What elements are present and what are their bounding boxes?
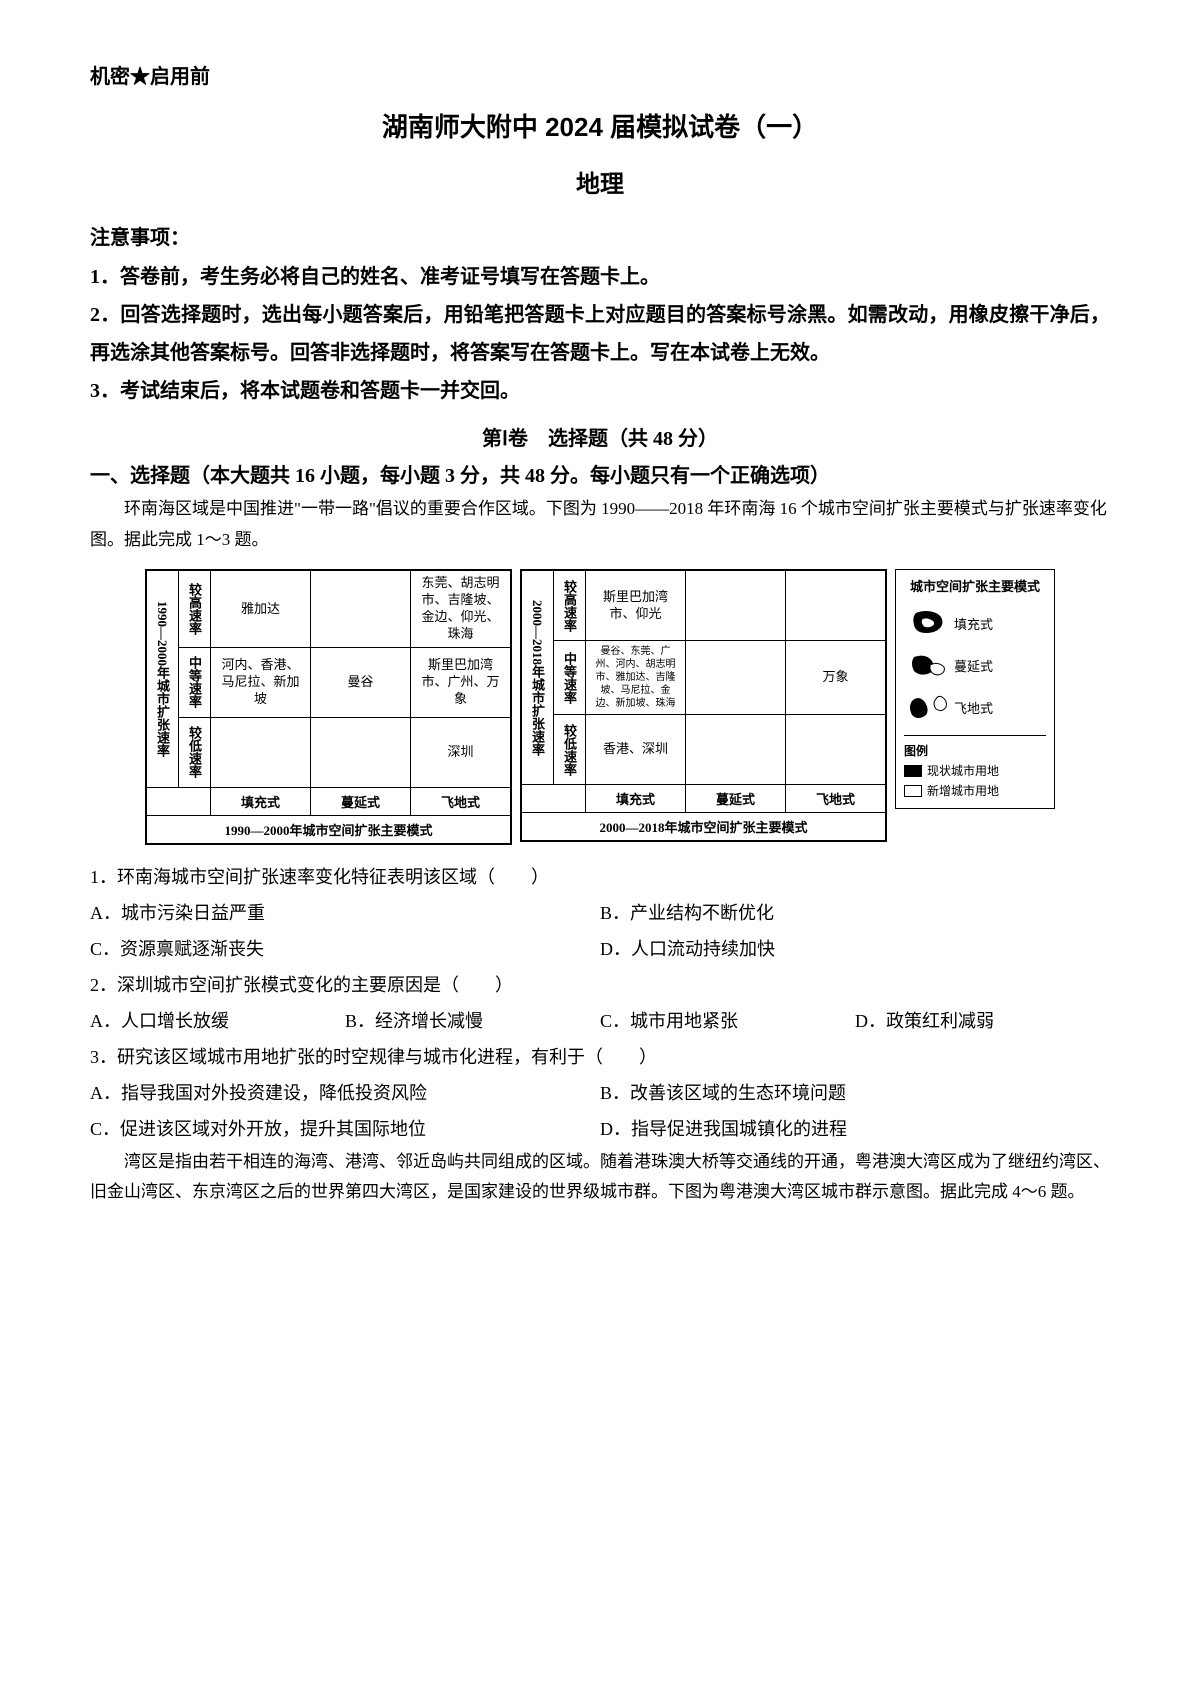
left-cell-1-1: 曼谷 [311,647,411,717]
right-cell-1-2: 万象 [786,641,886,715]
question-1-options-row-0: A．城市污染日益严重B．产业结构不断优化 [90,895,1110,931]
legend-existing-land: 现状城市用地 [904,762,1046,779]
legend-key-title: 图例 [904,742,1046,759]
question-2-option-0: A．人口增长放缓 [90,1003,345,1039]
instruction-3: 3．考试结束后，将本试题卷和答题卡一并交回。 [90,372,1110,410]
left-cell-2-1 [311,717,411,787]
left-rate-high: 较高速率 [179,571,211,648]
spread-mode-icon [908,651,948,679]
legend-fill-mode: 填充式 [908,609,1042,637]
left-cell-1-0: 河内、香港、马尼拉、新加坡 [211,647,311,717]
legend-enclave-label: 飞地式 [954,698,993,717]
section-1-title: 第Ⅰ卷 选择题（共 48 分） [90,422,1110,451]
left-cell-0-2: 东莞、胡志明市、吉隆坡、金边、仰光、珠海 [411,571,511,648]
passage-1: 环南海区域是中国推进"一带一路"倡议的重要合作区域。下图为 1990——2018… [90,494,1110,555]
legend-new-land: 新增城市用地 [904,782,1046,799]
left-col-1: 蔓延式 [311,787,411,815]
subject-title: 地理 [90,164,1110,199]
passage-2: 湾区是指由若干相连的海湾、港湾、邻近岛屿共同组成的区域。随着港珠澳大桥等交通线的… [90,1147,1110,1208]
question-3-option-1: B．改善该区域的生态环境问题 [600,1075,1110,1111]
figure-legend: 城市空间扩张主要模式 填充式 蔓延式 飞地式 图例 [895,569,1055,809]
right-cell-2-2 [786,715,886,785]
left-rate-mid: 中等速率 [179,647,211,717]
left-matrix: 1990—2000年城市扩张速率 较高速率 雅加达 东莞、胡志明市、吉隆坡、金边… [145,569,512,845]
question-1-option-0: A．城市污染日益严重 [90,895,600,931]
right-caption: 2000—2018年城市空间扩张主要模式 [522,813,886,841]
left-cell-0-0: 雅加达 [211,571,311,648]
question-2-option-3: D．政策红利减弱 [855,1003,1110,1039]
left-rate-low: 较低速率 [179,717,211,787]
legend-title: 城市空间扩张主要模式 [904,576,1046,595]
left-cell-2-0 [211,717,311,787]
left-cell-0-1 [311,571,411,648]
question-1-options-row-1: C．资源禀赋逐渐丧失D．人口流动持续加快 [90,931,1110,967]
legend-existing-label: 现状城市用地 [927,762,999,779]
instruction-1: 1．答卷前，考生务必将自己的姓名、准考证号填写在答题卡上。 [90,258,1110,296]
legend-fill-label: 填充式 [954,614,993,633]
left-cell-1-2: 斯里巴加湾市、广州、万象 [411,647,511,717]
main-title: 湖南师大附中 2024 届模拟试卷（一） [90,107,1110,144]
right-cell-0-2 [786,571,886,641]
right-cell-1-1 [686,641,786,715]
question-2-stem: 2．深圳城市空间扩张模式变化的主要原因是（ ） [90,967,1110,1003]
question-1-option-3: D．人口流动持续加快 [600,931,1110,967]
legend-spread-label: 蔓延式 [954,656,993,675]
legend-enclave-mode: 飞地式 [908,693,1042,721]
right-col-2: 飞地式 [786,785,886,813]
right-cell-0-1 [686,571,786,641]
question-3-options-row-1: C．促进该区域对外开放，提升其国际地位D．指导促进我国城镇化的进程 [90,1111,1110,1147]
right-cell-2-0: 香港、深圳 [586,715,686,785]
legend-new-label: 新增城市用地 [927,782,999,799]
question-1-option-1: B．产业结构不断优化 [600,895,1110,931]
legend-spread-mode: 蔓延式 [908,651,1042,679]
question-1-stem: 1．环南海城市空间扩张速率变化特征表明该区域（ ） [90,859,1110,895]
question-2-options-row: A．人口增长放缓B．经济增长减慢C．城市用地紧张D．政策红利减弱 [90,1003,1110,1039]
left-cell-2-2: 深圳 [411,717,511,787]
instructions-title: 注意事项： [90,221,1110,250]
legend-key: 图例 现状城市用地 新增城市用地 [904,735,1046,799]
confidential-note: 机密★启用前 [90,60,1110,89]
question-2-option-1: B．经济增长减慢 [345,1003,600,1039]
question-group-title: 一、选择题（本大题共 16 小题，每小题 3 分，共 48 分。每小题只有一个正… [90,459,1110,488]
question-3-stem: 3．研究该区域城市用地扩张的时空规律与城市化进程，有利于（ ） [90,1039,1110,1075]
right-cell-1-0: 曼谷、东莞、广州、河内、胡志明市、雅加达、吉隆坡、马尼拉、金边、新加坡、珠海 [586,641,686,715]
right-col-0: 填充式 [586,785,686,813]
questions-container: 1．环南海城市空间扩张速率变化特征表明该区域（ ）A．城市污染日益严重B．产业结… [90,859,1110,1147]
right-rate-mid: 中等速率 [554,641,586,715]
right-cell-2-1 [686,715,786,785]
fill-mode-icon [908,609,948,637]
figure-1: 1990—2000年城市扩张速率 较高速率 雅加达 东莞、胡志明市、吉隆坡、金边… [90,569,1110,845]
question-3-option-2: C．促进该区域对外开放，提升其国际地位 [90,1111,600,1147]
right-col-1: 蔓延式 [686,785,786,813]
question-3-option-0: A．指导我国对外投资建设，降低投资风险 [90,1075,600,1111]
right-cell-0-0: 斯里巴加湾市、仰光 [586,571,686,641]
question-3-option-3: D．指导促进我国城镇化的进程 [600,1111,1110,1147]
instruction-2: 2．回答选择题时，选出每小题答案后，用铅笔把答题卡上对应题目的答案标号涂黑。如需… [90,296,1110,372]
left-y-axis: 1990—2000年城市扩张速率 [147,571,179,788]
right-rate-high: 较高速率 [554,571,586,641]
left-col-2: 飞地式 [411,787,511,815]
left-col-0: 填充式 [211,787,311,815]
right-y-axis: 2000—2018年城市扩张速率 [522,571,554,785]
enclave-mode-icon [908,693,948,721]
left-caption: 1990—2000年城市空间扩张主要模式 [147,815,511,843]
right-matrix: 2000—2018年城市扩张速率 较高速率 斯里巴加湾市、仰光 中等速率 曼谷、… [520,569,887,842]
filled-square-icon [904,765,922,777]
question-2-option-2: C．城市用地紧张 [600,1003,855,1039]
right-rate-low: 较低速率 [554,715,586,785]
empty-square-icon [904,785,922,797]
question-3-options-row-0: A．指导我国对外投资建设，降低投资风险B．改善该区域的生态环境问题 [90,1075,1110,1111]
question-1-option-2: C．资源禀赋逐渐丧失 [90,931,600,967]
